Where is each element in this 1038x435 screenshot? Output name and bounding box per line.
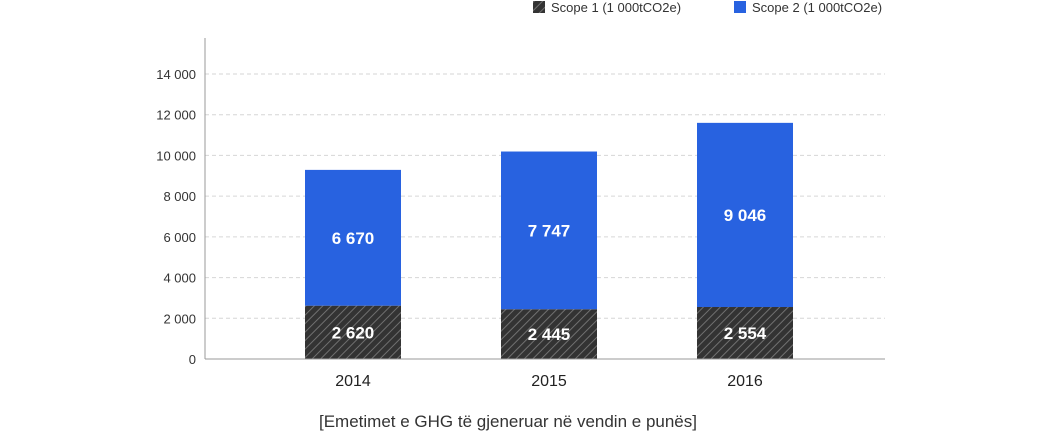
data-label-scope1: 2 620 <box>332 323 375 342</box>
bar-scope1 <box>501 309 597 359</box>
y-tick-label: 6 000 <box>163 230 196 245</box>
legend-swatch-scope2 <box>734 1 746 13</box>
legend-label-scope1: Scope 1 (1 000tCO2e) <box>551 0 681 15</box>
y-tick-label: 8 000 <box>163 189 196 204</box>
data-label-scope2: 9 046 <box>724 206 767 225</box>
bar-scope2 <box>697 122 793 308</box>
data-label-scope1: 2 445 <box>528 325 571 344</box>
y-tick-label: 2 000 <box>163 311 196 326</box>
y-tick-label: 10 000 <box>156 148 196 163</box>
x-tick-label: 2016 <box>727 373 763 390</box>
data-label-scope1: 2 554 <box>724 324 767 343</box>
bar-scope1 <box>697 307 793 359</box>
bar-scope2 <box>501 151 597 310</box>
legend-label-scope2: Scope 2 (1 000tCO2e) <box>752 0 882 15</box>
x-tick-label: 2014 <box>335 373 371 390</box>
y-tick-label: 14 000 <box>156 67 196 82</box>
chart-caption: [Emetimet e GHG të gjeneruar në vendin e… <box>319 412 697 431</box>
y-tick-label: 0 <box>189 352 196 367</box>
bar-scope2 <box>305 169 401 306</box>
legend-swatch-scope1 <box>533 1 545 13</box>
y-tick-label: 12 000 <box>156 108 196 123</box>
data-label-scope2: 7 747 <box>528 221 571 240</box>
x-tick-label: 2015 <box>531 373 567 390</box>
bar-scope1 <box>305 305 401 359</box>
data-label-scope2: 6 670 <box>332 229 375 248</box>
y-tick-label: 4 000 <box>163 271 196 286</box>
